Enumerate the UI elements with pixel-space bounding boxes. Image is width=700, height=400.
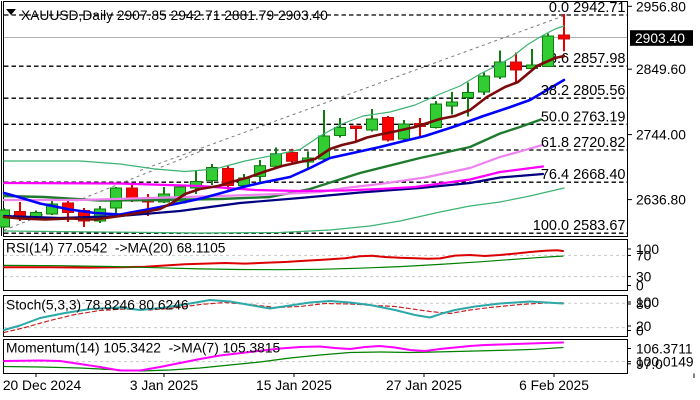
svg-text:2636.80: 2636.80 <box>636 193 686 208</box>
svg-text:70: 70 <box>636 248 652 263</box>
svg-text:20 Dec 2024: 20 Dec 2024 <box>3 378 82 393</box>
svg-text:2956.80: 2956.80 <box>636 0 686 14</box>
svg-text:Stoch(5,3,3) 78.8246 80.6246: Stoch(5,3,3) 78.8246 80.6246 <box>6 298 189 313</box>
svg-text:38.2 2805.56: 38.2 2805.56 <box>541 83 626 99</box>
svg-text:Momentum(14) 105.3422 ->MA(7): Momentum(14) 105.3422 ->MA(7) 105.3815 <box>6 341 280 356</box>
svg-text:100: 100 <box>636 295 659 310</box>
svg-text:2849.60: 2849.60 <box>636 62 686 77</box>
svg-text:76.4 2668.40: 76.4 2668.40 <box>541 167 626 183</box>
svg-text:100.0 2583.67: 100.0 2583.67 <box>533 218 626 234</box>
svg-text:15 Jan 2025: 15 Jan 2025 <box>256 378 332 393</box>
svg-text:106.3711: 106.3711 <box>636 342 693 357</box>
svg-text:0.0 2942.71: 0.0 2942.71 <box>549 0 626 16</box>
svg-text:50.0 2763.19: 50.0 2763.19 <box>541 109 626 125</box>
svg-text:61.8 2720.82: 61.8 2720.82 <box>541 135 626 151</box>
svg-text:100: 100 <box>636 242 659 257</box>
svg-text:2903.40: 2903.40 <box>635 31 685 46</box>
svg-text:80: 80 <box>636 297 652 312</box>
svg-text:2744.00: 2744.00 <box>636 128 686 143</box>
svg-text:20: 20 <box>636 319 652 334</box>
svg-text:XAUUSD,Daily 2907.85 2942.71 2: XAUUSD,Daily 2907.85 2942.71 2881.79 290… <box>21 8 328 23</box>
svg-text:100.0149: 100.0149 <box>636 355 694 370</box>
svg-text:0: 0 <box>636 279 644 294</box>
svg-text:97.0: 97.0 <box>636 357 663 372</box>
svg-text:3 Jan 2025: 3 Jan 2025 <box>130 378 199 393</box>
svg-text:6 Feb 2025: 6 Feb 2025 <box>519 378 589 393</box>
svg-text:0: 0 <box>636 324 644 339</box>
svg-text:30: 30 <box>636 270 652 285</box>
svg-text:27 Jan 2025: 27 Jan 2025 <box>386 378 462 393</box>
svg-text:RSI(14) 77.0542 ->MA(20) 68.1: RSI(14) 77.0542 ->MA(20) 68.1105 <box>6 241 226 256</box>
